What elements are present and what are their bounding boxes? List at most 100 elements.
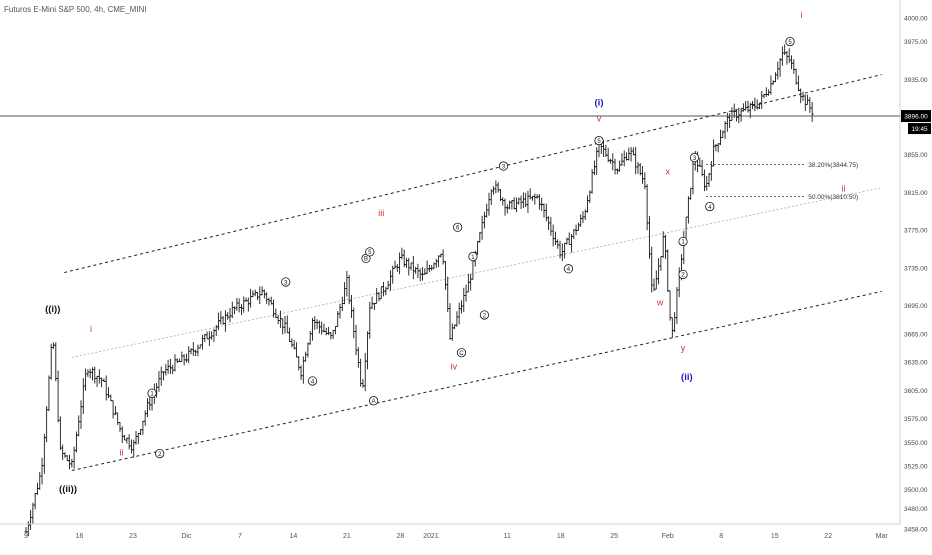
price-tick-label: 3575.00	[904, 416, 928, 423]
price-tick-label: 3635.00	[904, 360, 928, 367]
wave-count-circle: 5	[785, 36, 795, 47]
wave-circle-label: 4	[567, 267, 571, 273]
price-tick-label: 3695.00	[904, 303, 928, 310]
wave-circle-label: 5	[788, 40, 792, 46]
wave-count-circle: 4	[307, 376, 318, 386]
wave-label-red: v	[597, 114, 602, 124]
wave-count-circle: 5	[365, 247, 375, 257]
price-tick-label: 3815.00	[904, 190, 928, 197]
wave-circle-label: 2	[483, 313, 487, 319]
time-tick-label: 15	[771, 533, 779, 540]
wave-circle-label: C	[459, 351, 464, 357]
wave-label-red: i	[800, 10, 802, 20]
current-price-tag	[901, 110, 931, 123]
wave-circle-outline	[705, 201, 715, 212]
wave-circle-outline	[689, 152, 700, 163]
wave-count-circle: 2	[678, 269, 688, 280]
wave-count-circle: 3	[281, 277, 291, 287]
time-tick-label: 2021	[423, 533, 439, 540]
wave-circle-outline	[453, 222, 463, 232]
wave-label-red: iii	[378, 208, 384, 218]
wave-circle-label: 4	[708, 205, 712, 211]
fib-level-label: 38.20%(3844.75)	[808, 162, 858, 169]
wave-circle-outline	[155, 448, 165, 459]
wave-count-circle: 5	[594, 135, 604, 146]
wave-circle-outline	[307, 376, 318, 386]
wave-count-circle: 6	[453, 222, 463, 232]
wave-circle-outline	[281, 277, 291, 287]
price-tick-label: 3665.00	[904, 331, 928, 338]
wave-label-black: ((i))	[45, 304, 60, 315]
wave-circle-label: 2	[158, 452, 162, 458]
wave-label-blue: (i)	[595, 98, 604, 109]
wave-circle-outline	[498, 161, 509, 171]
axes: 4000.003975.003935.003895.003855.003815.…	[0, 0, 931, 540]
wave-circle-outline	[678, 269, 688, 280]
wave-count-circle: B	[361, 253, 371, 264]
wave-circle-label: 2	[681, 273, 685, 279]
price-tick-label: 3458.00	[904, 527, 928, 534]
price-tick-label: 3550.00	[904, 440, 928, 447]
wave-circle-outline	[147, 388, 157, 398]
wave-circle-label: 1	[681, 240, 685, 246]
time-tick-label: 16	[76, 533, 84, 540]
time-tick-label: 9	[24, 533, 28, 540]
channel-lower-line	[71, 290, 882, 472]
price-tick-label: 3605.00	[904, 388, 928, 395]
fibonacci-levels: 38.20%(3844.75) 50.00%(3810.50)	[705, 162, 858, 201]
time-tick-label: 25	[610, 533, 618, 540]
wave-circle-outline	[468, 251, 478, 262]
wave-circle-label: 1	[150, 392, 154, 398]
wave-label-blue: (ii)	[681, 372, 693, 383]
countdown-text: 19:45	[911, 126, 928, 133]
current-price-text: 3896.00	[904, 114, 928, 121]
wave-count-circle: 4	[705, 201, 715, 212]
wave-circle-label: 6	[456, 226, 460, 232]
wave-count-circle: 1	[678, 236, 688, 247]
wave-circle-label: 1	[471, 255, 475, 261]
wave-count-circle: 3	[689, 152, 700, 163]
wave-circle-label: 5	[597, 139, 601, 145]
price-tick-label: 3855.00	[904, 152, 928, 159]
wave-circle-outline	[678, 236, 688, 247]
wave-label-red: ii	[120, 447, 124, 457]
time-tick-label: 18	[557, 533, 565, 540]
fib-level-label: 50.00%(3810.50)	[808, 194, 858, 201]
wave-label-red: x	[666, 167, 671, 177]
wave-circle-outline	[365, 247, 375, 257]
wave-circle-label: 5	[368, 250, 372, 256]
time-tick-label: 7	[238, 533, 242, 540]
time-tick-label: Dic	[181, 533, 192, 540]
price-tick-label: 4000.00	[904, 16, 928, 23]
wave-count-circle: 4	[563, 264, 574, 274]
price-tick-label: 3735.00	[904, 265, 928, 272]
wave-circle-label: 4	[311, 379, 315, 385]
ohlc-bar	[810, 101, 814, 122]
countdown-tag	[908, 123, 931, 135]
wave-count-circle: 1	[147, 388, 157, 398]
wave-count-circle: 1	[468, 251, 478, 262]
channel-lines	[64, 74, 882, 472]
wave-circle-outline	[594, 135, 604, 146]
time-tick-label: 22	[824, 533, 832, 540]
channel-upper-line	[64, 74, 882, 274]
wave-labels: ((i))((ii))iiiiiiivvwxyiii(i)(ii)1234ABC…	[45, 10, 845, 495]
wave-circle-outline	[479, 310, 489, 320]
wave-circle-outline	[563, 264, 574, 274]
ohlc-bars	[24, 44, 814, 537]
time-tick-label: 8	[719, 533, 723, 540]
wave-circle-outline	[369, 396, 379, 406]
wave-label-black: ((ii))	[59, 484, 77, 495]
wave-count-circle: 2	[479, 310, 489, 320]
time-tick-label: 14	[290, 533, 298, 540]
time-tick-label: 28	[396, 533, 404, 540]
time-tick-label: Mar	[876, 533, 889, 540]
chart-title: Futuros E-Mini S&P 500, 4h, CME_MINI	[4, 5, 147, 14]
wave-label-red: i	[90, 324, 92, 334]
wave-circle-label: 3	[693, 156, 697, 162]
wave-circle-outline	[456, 348, 467, 358]
price-tick-label: 3525.00	[904, 463, 928, 470]
